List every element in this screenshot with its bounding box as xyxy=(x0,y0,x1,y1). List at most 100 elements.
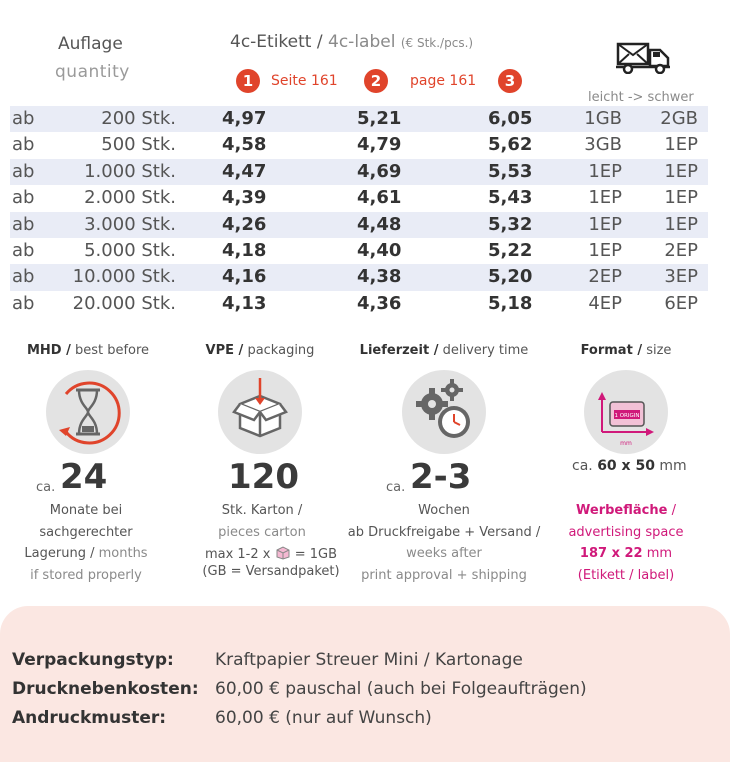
mhd-ca: ca. xyxy=(36,480,56,495)
variant-badge-1-text: Seite 161 xyxy=(271,73,338,89)
mhd-description: Monate bei sachgerechter Lagerung / mont… xyxy=(24,503,148,583)
info-value-packaging: Kraftpapier Streuer Mini / Kartonage xyxy=(215,650,523,670)
cell-s2: 2GB xyxy=(660,108,698,129)
cell-s2: 2EP xyxy=(664,239,698,261)
advertising-space: Werbefläche / advertising space 187 x 22… xyxy=(568,503,684,583)
cell-p1: 4,97 xyxy=(222,108,267,129)
cell-ab: ab xyxy=(12,239,35,261)
cell-p3: 5,53 xyxy=(488,160,533,182)
info-value-printing-costs: 60,00 € pauschal (auch bei Folgeaufträge… xyxy=(215,679,587,699)
hourglass-icon xyxy=(46,370,130,454)
mhd-value: 24 xyxy=(60,457,108,497)
cell-p3: 5,62 xyxy=(488,134,533,156)
cell-p3: 5,18 xyxy=(488,292,533,314)
cell-p1: 4,26 xyxy=(222,213,267,235)
format-size: ca. 60 x 50 mm xyxy=(572,458,687,474)
box-icon xyxy=(218,370,302,454)
cell-p2: 4,61 xyxy=(357,187,402,209)
mhd-title: MHD / best before xyxy=(26,343,150,358)
cell-s2: 1EP xyxy=(664,187,698,209)
cell-qty: 1.000 Stk. xyxy=(84,160,176,182)
cell-s2: 1EP xyxy=(664,160,698,182)
cell-s1: 1GB xyxy=(584,108,622,129)
cell-ab: ab xyxy=(12,108,35,129)
vpe-value: 120 xyxy=(228,457,299,497)
info-value-proof: 60,00 € (nur auf Wunsch) xyxy=(215,708,432,728)
table-row: ab 3.000 Stk. 4,26 4,48 5,32 1EP 1EP xyxy=(10,211,708,238)
variant-badge-2: 2 xyxy=(364,69,388,93)
vpe-note: max 1-2 x = 1GB (GB = Versandpaket) xyxy=(202,546,340,579)
gears-clock-icon xyxy=(402,370,486,454)
delivery-description: Wochen ab Druckfreigabe + Versand / week… xyxy=(347,503,541,583)
vpe-title: VPE / packaging xyxy=(205,343,315,358)
label-header-slash: / xyxy=(316,32,323,52)
table-row: ab 500 Stk. 4,58 4,79 5,62 3GB 1EP xyxy=(10,132,708,158)
cell-p1: 4,47 xyxy=(222,160,267,182)
info-label-proof: Andruckmuster: xyxy=(12,708,167,728)
cell-s2: 1EP xyxy=(664,134,698,156)
table-row: ab 10.000 Stk. 4,16 4,38 5,20 2EP 3EP xyxy=(10,264,708,291)
cell-s2: 6EP xyxy=(664,292,698,314)
cell-qty: 500 Stk. xyxy=(101,134,176,156)
cell-ab: ab xyxy=(12,187,35,209)
cell-p3: 5,32 xyxy=(488,213,533,235)
price-table: ab 200 Stk. 4,97 5,21 6,05 1GB 2GB ab 500 Stk. 4,… xyxy=(10,106,708,317)
table-row: ab 200 Stk. 4,97 5,21 6,05 1GB 2GB xyxy=(10,106,708,133)
cell-s1: 1EP xyxy=(588,239,622,261)
label-header-de: 4c-Etikett xyxy=(230,32,312,52)
cell-qty: 20.000 Stk. xyxy=(72,292,176,314)
cell-p3: 5,20 xyxy=(488,266,533,288)
cell-p1: 4,39 xyxy=(222,187,267,209)
cell-qty: 2.000 Stk. xyxy=(84,187,176,209)
label-header-en: 4c-label xyxy=(328,32,396,52)
cell-p3: 5,22 xyxy=(488,239,533,261)
cell-s1: 1EP xyxy=(588,213,622,235)
cell-ab: ab xyxy=(12,213,35,235)
cell-s2: 1EP xyxy=(664,213,698,235)
label-header-unit: (€ Stk./pcs.) xyxy=(400,36,474,50)
variant-badge-1: 1 xyxy=(236,69,260,93)
cell-p2: 4,48 xyxy=(357,213,402,235)
mini-box-icon xyxy=(276,546,290,560)
cell-qty: 3.000 Stk. xyxy=(84,213,176,235)
cell-p1: 4,18 xyxy=(222,239,267,261)
cell-s1: 2EP xyxy=(588,266,622,288)
size-icon: 1 ORIGIN mm xyxy=(584,370,668,454)
cell-qty: 5.000 Stk. xyxy=(84,239,176,261)
table-row: ab 1.000 Stk. 4,47 4,69 5,53 1EP 1EP xyxy=(10,158,708,186)
cell-p1: 4,13 xyxy=(222,292,267,314)
variant-badge-2-text: page 161 xyxy=(410,73,477,89)
delivery-ca: ca. xyxy=(386,480,406,495)
cell-p2: 4,38 xyxy=(357,266,402,288)
cell-s1: 3GB xyxy=(584,134,622,156)
cell-p1: 4,16 xyxy=(222,266,267,288)
format-title: Format / size xyxy=(580,343,672,358)
cell-p3: 5,43 xyxy=(488,187,533,209)
cell-p2: 4,69 xyxy=(357,160,402,182)
cell-qty: 200 Stk. xyxy=(101,108,176,129)
vpe-description: Stk. Karton / pieces carton xyxy=(218,503,306,540)
delivery-title: Lieferzeit / delivery time xyxy=(359,343,529,358)
info-label-packaging: Verpackungstyp: xyxy=(12,650,174,670)
cell-s1: 4EP xyxy=(588,292,622,314)
table-row: ab 5.000 Stk. 4,18 4,40 5,22 1EP 2EP xyxy=(10,238,708,264)
cell-ab: ab xyxy=(12,134,35,156)
cell-p2: 4,79 xyxy=(357,134,402,156)
label-header: 4c-Etikett / 4c-label (€ Stk./pcs.) xyxy=(230,32,473,52)
shipping-caption: leicht -> schwer xyxy=(588,90,694,105)
cell-p2: 5,21 xyxy=(357,108,402,129)
cell-p3: 6,05 xyxy=(488,108,533,129)
cell-p1: 4,58 xyxy=(222,134,267,156)
cell-s1: 1EP xyxy=(588,187,622,209)
cell-qty: 10.000 Stk. xyxy=(72,266,176,288)
cell-s1: 1EP xyxy=(588,160,622,182)
quantity-header-de: Auflage xyxy=(58,34,123,54)
cell-p2: 4,36 xyxy=(357,292,402,314)
cell-ab: ab xyxy=(12,160,35,182)
truck-envelope-icon xyxy=(616,40,672,78)
size-icon-label: 1 ORIGIN xyxy=(614,413,639,419)
cell-s2: 3EP xyxy=(664,266,698,288)
table-row: ab 20.000 Stk. 4,13 4,36 5,18 4EP 6EP xyxy=(10,291,708,317)
cell-p2: 4,40 xyxy=(357,239,402,261)
delivery-value: 2-3 xyxy=(410,457,472,497)
